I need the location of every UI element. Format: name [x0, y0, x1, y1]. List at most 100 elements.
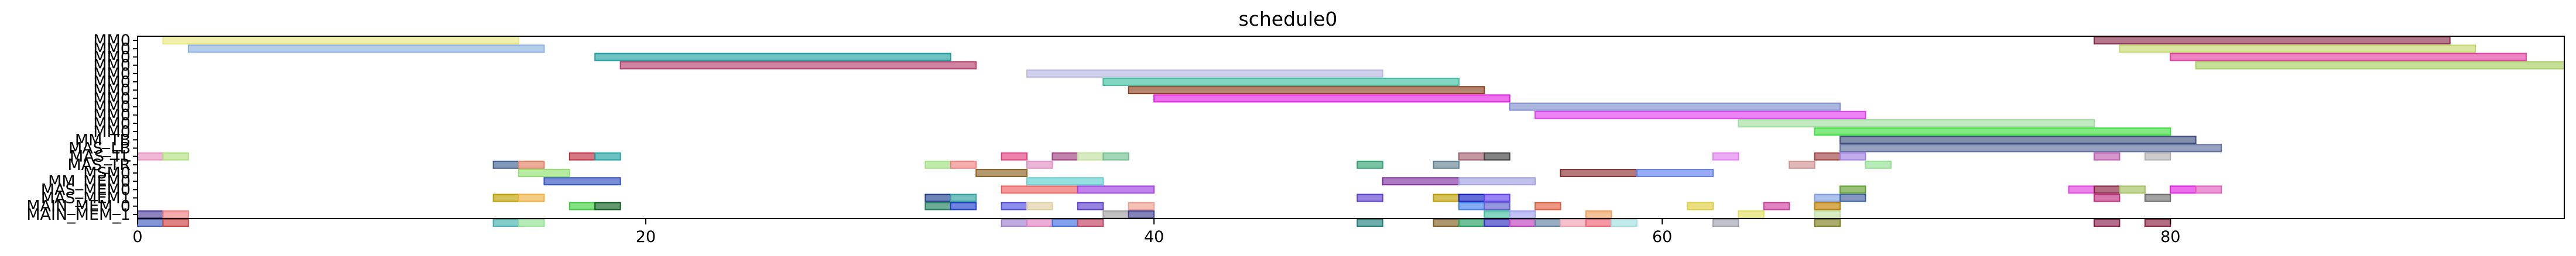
gantt-bar — [1534, 202, 1561, 210]
gantt-bar — [492, 193, 520, 202]
gantt-bar — [1509, 210, 1536, 219]
x-tick-label: 40 — [1144, 228, 1164, 246]
gantt-bar — [1839, 185, 1866, 194]
gantt-bar — [924, 202, 951, 210]
gantt-bar — [950, 160, 977, 169]
gantt-bar — [1433, 219, 1460, 227]
y-tick-label: MAS_TL — [70, 148, 131, 166]
gantt-bar — [1560, 169, 1638, 177]
gantt-bar — [543, 177, 621, 186]
gantt-bar — [1356, 193, 1383, 202]
gantt-bar — [1738, 210, 1765, 219]
gantt-bar — [1814, 202, 1841, 210]
gantt-bar — [1789, 160, 1815, 169]
gantt-bar — [975, 169, 1028, 177]
gantt-bar — [137, 152, 164, 161]
y-tick-label: MSM0 — [83, 164, 131, 182]
gantt-bar — [1153, 94, 1510, 103]
gantt-bar — [1484, 219, 1510, 227]
y-axis: MM0MM0MM0MM0MM0MM0MM0MM0MM0MM0MM0MM0MM_T… — [26, 32, 138, 224]
gantt-bar — [1026, 219, 1053, 227]
gantt-bar — [2094, 193, 2121, 202]
y-tick-label: MM_TB — [75, 131, 131, 149]
gantt-bar — [1001, 185, 1078, 194]
gantt-bar — [1458, 193, 1485, 202]
gantt-bar — [619, 61, 977, 70]
y-tick-label: MAIN_MEM_0 — [26, 198, 131, 216]
gantt-bar — [1738, 119, 2095, 127]
gantt-bar — [1763, 202, 1790, 210]
gantt-bar — [2144, 152, 2171, 161]
gantt-bar — [1839, 136, 2197, 144]
gantt-bar — [1128, 210, 1155, 219]
gantt-bar — [594, 53, 951, 61]
gantt-bar — [1814, 219, 1841, 227]
gantt-bar — [1026, 69, 1383, 78]
gantt-bar — [1814, 210, 1841, 219]
gantt-bar — [1458, 202, 1485, 210]
gantt-bar — [1356, 160, 1383, 169]
gantt-bar — [950, 193, 977, 202]
gantt-bar — [1077, 185, 1155, 194]
x-tick-label: 80 — [2160, 228, 2180, 246]
y-tick-label: MM0 — [93, 123, 131, 141]
gantt-bar — [1814, 193, 1841, 202]
gantt-bar — [1687, 202, 1714, 210]
gantt-bar — [1839, 144, 2222, 153]
gantt-bar — [950, 202, 977, 210]
gantt-bar — [1026, 177, 1104, 186]
gantt-bar — [2119, 44, 2476, 53]
gantt-bar — [137, 210, 164, 219]
gantt-bar — [1534, 110, 1866, 119]
gantt-bar — [1001, 152, 1028, 161]
gantt-bar — [162, 210, 189, 219]
gantt-bar — [2144, 193, 2171, 202]
gantt-bar — [1077, 202, 1104, 210]
gantt-bar — [518, 193, 545, 202]
gantt-bar — [2094, 152, 2121, 161]
gantt-bar — [1458, 152, 1485, 161]
gantt-bar — [492, 160, 520, 169]
gantt-bar — [1458, 177, 1536, 186]
y-tick-label: MAS_TR — [67, 156, 131, 174]
gantt-bar — [1636, 169, 1714, 177]
bars-layer — [137, 36, 2565, 227]
gantt-bar — [1051, 152, 1078, 161]
gantt-bar — [1077, 152, 1104, 161]
gantt-bar — [1433, 160, 1460, 169]
x-axis: 0 20 40 60 80 — [132, 219, 2180, 246]
gantt-bar — [1484, 202, 1510, 210]
gantt-bar — [1026, 160, 1053, 169]
gantt-bar — [187, 44, 545, 53]
gantt-bar — [1560, 219, 1587, 227]
y-tick-label: MM0 — [93, 73, 131, 91]
y-tick-label: MM0 — [93, 57, 131, 75]
y-tick-label: MM0 — [93, 48, 131, 66]
gantt-bar — [1102, 78, 1460, 86]
gantt-bar — [1839, 152, 1866, 161]
gantt-bar — [1585, 210, 1612, 219]
gantt-bar — [1865, 160, 1892, 169]
gantt-bar — [1102, 210, 1129, 219]
plot-frame — [137, 36, 2565, 219]
gantt-bar — [1585, 219, 1612, 227]
gantt-bar — [1433, 193, 1460, 202]
gantt-bar — [1382, 177, 1460, 186]
y-tick-label: MM0 — [93, 98, 131, 116]
gantt-bar — [1814, 152, 1841, 161]
y-tick-label: MAS_MEM1 — [41, 189, 131, 207]
gantt-bar — [1839, 193, 1866, 202]
gantt-bar — [1484, 193, 1510, 202]
gantt-bar — [162, 152, 189, 161]
gantt-bar — [924, 193, 951, 202]
y-tick-label: MM0 — [93, 115, 131, 133]
gantt-bar — [1077, 219, 1104, 227]
chart-title: schedule0 — [1239, 8, 1338, 30]
gantt-bar — [1051, 219, 1078, 227]
gantt-bar — [2195, 61, 2565, 70]
gantt-bar — [1712, 219, 1739, 227]
y-tick-label: MAIN_MEM_1 — [26, 206, 131, 224]
gantt-bar — [1128, 202, 1155, 210]
